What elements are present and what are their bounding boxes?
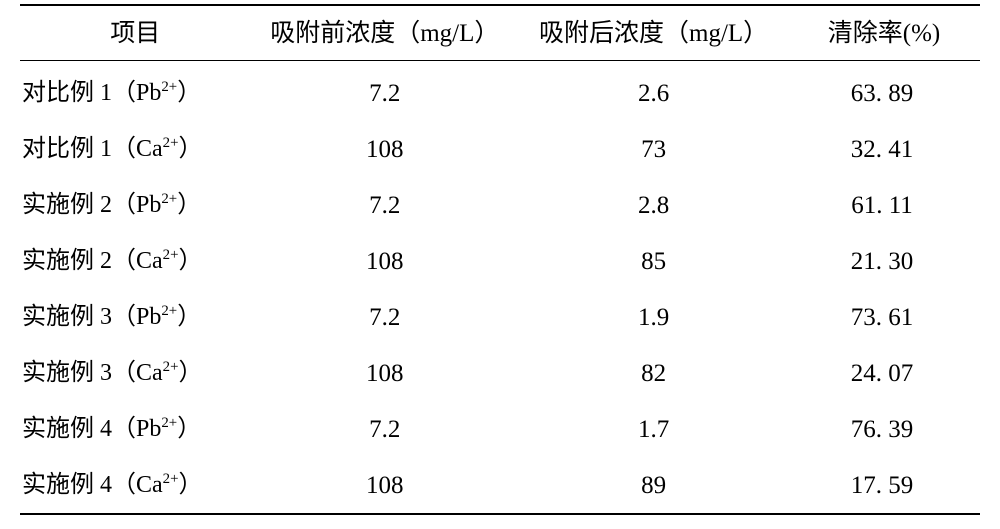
item-prefix: 实施例 4 <box>22 472 112 498</box>
paren-open: （ <box>112 192 136 218</box>
table-row: 对比例 1（Ca2+） 108 73 32. 41 <box>20 121 980 177</box>
ion-sup: 2+ <box>163 247 179 263</box>
paren-close: ） <box>177 80 201 106</box>
paren-open: （ <box>112 304 136 330</box>
table-row: 实施例 2（Pb2+） 7.2 2.8 61. 11 <box>20 177 980 233</box>
cell-before: 7.2 <box>250 401 519 457</box>
cell-item: 实施例 4（Pb2+） <box>20 401 250 457</box>
paren-open: （ <box>112 416 136 442</box>
cell-item: 对比例 1（Pb2+） <box>20 61 250 122</box>
ion-base: Pb <box>136 304 161 330</box>
ion-base: Pb <box>136 192 161 218</box>
ion-base: Ca <box>136 360 163 386</box>
cell-after: 1.9 <box>519 289 788 345</box>
paren-open: （ <box>112 472 136 498</box>
ion-base: Pb <box>136 80 161 106</box>
ion-sup: 2+ <box>163 359 179 375</box>
paren-close: ） <box>179 472 203 498</box>
col-header-before: 吸附前浓度（mg/L） <box>250 5 519 61</box>
ion-base: Ca <box>136 136 163 162</box>
ion-sup: 2+ <box>161 415 177 431</box>
cell-rate: 76. 39 <box>788 401 980 457</box>
table-row: 实施例 4（Pb2+） 7.2 1.7 76. 39 <box>20 401 980 457</box>
cell-before: 108 <box>250 121 519 177</box>
ion-sup: 2+ <box>161 79 177 95</box>
cell-after: 2.8 <box>519 177 788 233</box>
col-header-rate: 清除率(%) <box>788 5 980 61</box>
paren-open: （ <box>112 136 136 162</box>
item-prefix: 对比例 1 <box>22 80 112 106</box>
ion-sup: 2+ <box>163 471 179 487</box>
paren-close: ） <box>177 416 201 442</box>
cell-rate: 32. 41 <box>788 121 980 177</box>
col-header-after: 吸附后浓度（mg/L） <box>519 5 788 61</box>
item-prefix: 实施例 3 <box>22 304 112 330</box>
ion-sup: 2+ <box>163 135 179 151</box>
paren-open: （ <box>112 80 136 106</box>
table-row: 实施例 2（Ca2+） 108 85 21. 30 <box>20 233 980 289</box>
cell-item: 实施例 3（Ca2+） <box>20 345 250 401</box>
table-row: 实施例 3（Pb2+） 7.2 1.9 73. 61 <box>20 289 980 345</box>
cell-before: 108 <box>250 233 519 289</box>
cell-item: 对比例 1（Ca2+） <box>20 121 250 177</box>
ion-base: Pb <box>136 416 161 442</box>
cell-rate: 21. 30 <box>788 233 980 289</box>
item-prefix: 实施例 2 <box>22 192 112 218</box>
adsorption-table: 项目 吸附前浓度（mg/L） 吸附后浓度（mg/L） 清除率(%) 对比例 1（… <box>20 4 980 515</box>
table-row: 对比例 1（Pb2+） 7.2 2.6 63. 89 <box>20 61 980 122</box>
table-row: 实施例 3（Ca2+） 108 82 24. 07 <box>20 345 980 401</box>
cell-rate: 61. 11 <box>788 177 980 233</box>
adsorption-table-container: 项目 吸附前浓度（mg/L） 吸附后浓度（mg/L） 清除率(%) 对比例 1（… <box>0 0 1000 529</box>
cell-after: 2.6 <box>519 61 788 122</box>
item-prefix: 实施例 2 <box>22 248 112 274</box>
paren-close: ） <box>179 248 203 274</box>
item-prefix: 实施例 4 <box>22 416 112 442</box>
item-prefix: 实施例 3 <box>22 360 112 386</box>
item-prefix: 对比例 1 <box>22 136 112 162</box>
paren-close: ） <box>179 360 203 386</box>
cell-before: 7.2 <box>250 177 519 233</box>
cell-rate: 73. 61 <box>788 289 980 345</box>
cell-item: 实施例 3（Pb2+） <box>20 289 250 345</box>
cell-before: 108 <box>250 457 519 514</box>
table-row: 实施例 4（Ca2+） 108 89 17. 59 <box>20 457 980 514</box>
cell-before: 7.2 <box>250 61 519 122</box>
paren-close: ） <box>177 192 201 218</box>
ion-base: Ca <box>136 248 163 274</box>
cell-after: 73 <box>519 121 788 177</box>
cell-after: 85 <box>519 233 788 289</box>
cell-after: 89 <box>519 457 788 514</box>
table-header-row: 项目 吸附前浓度（mg/L） 吸附后浓度（mg/L） 清除率(%) <box>20 5 980 61</box>
cell-before: 108 <box>250 345 519 401</box>
cell-after: 1.7 <box>519 401 788 457</box>
cell-rate: 17. 59 <box>788 457 980 514</box>
cell-item: 实施例 2（Ca2+） <box>20 233 250 289</box>
cell-rate: 63. 89 <box>788 61 980 122</box>
paren-close: ） <box>177 304 201 330</box>
cell-item: 实施例 4（Ca2+） <box>20 457 250 514</box>
ion-base: Ca <box>136 472 163 498</box>
paren-close: ） <box>179 136 203 162</box>
paren-open: （ <box>112 360 136 386</box>
cell-rate: 24. 07 <box>788 345 980 401</box>
ion-sup: 2+ <box>161 303 177 319</box>
paren-open: （ <box>112 248 136 274</box>
ion-sup: 2+ <box>161 191 177 207</box>
col-header-item: 项目 <box>20 5 250 61</box>
cell-before: 7.2 <box>250 289 519 345</box>
cell-item: 实施例 2（Pb2+） <box>20 177 250 233</box>
cell-after: 82 <box>519 345 788 401</box>
